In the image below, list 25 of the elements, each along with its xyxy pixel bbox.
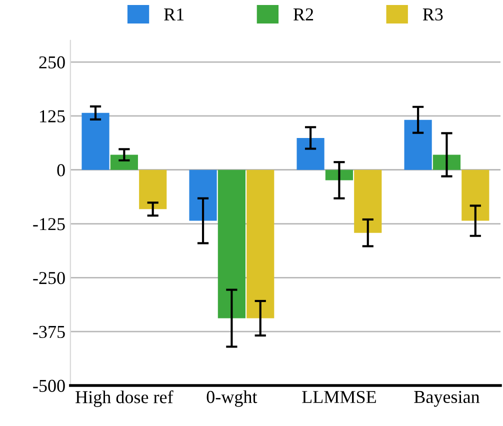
legend-label: R3	[422, 8, 443, 21]
bar	[110, 154, 138, 170]
bar	[432, 154, 461, 170]
x-tick-label: High dose ref	[76, 390, 174, 407]
y-tick-label: 250	[39, 56, 65, 68]
bar	[139, 170, 167, 210]
bar	[218, 170, 246, 318]
y-tick-label: -500	[33, 380, 65, 392]
legend-label: R2	[293, 8, 314, 20]
bar	[354, 170, 382, 233]
bar	[246, 170, 274, 318]
bar	[82, 112, 110, 170]
bar	[404, 120, 432, 170]
bar	[189, 170, 217, 221]
bar	[296, 138, 324, 170]
y-tick-label: -250	[33, 272, 65, 284]
y-tick-label: 125	[40, 110, 65, 122]
x-tick-label: 0-wght	[206, 390, 258, 407]
bar	[462, 170, 490, 221]
y-tick-label: -375	[33, 326, 65, 338]
x-tick-label: LLMMSE	[302, 390, 376, 404]
y-tick-label: -125	[33, 218, 65, 230]
y-tick-label: 0	[57, 164, 65, 176]
legend-label: R1	[164, 8, 184, 20]
x-tick-label: Bayesian	[414, 390, 480, 407]
